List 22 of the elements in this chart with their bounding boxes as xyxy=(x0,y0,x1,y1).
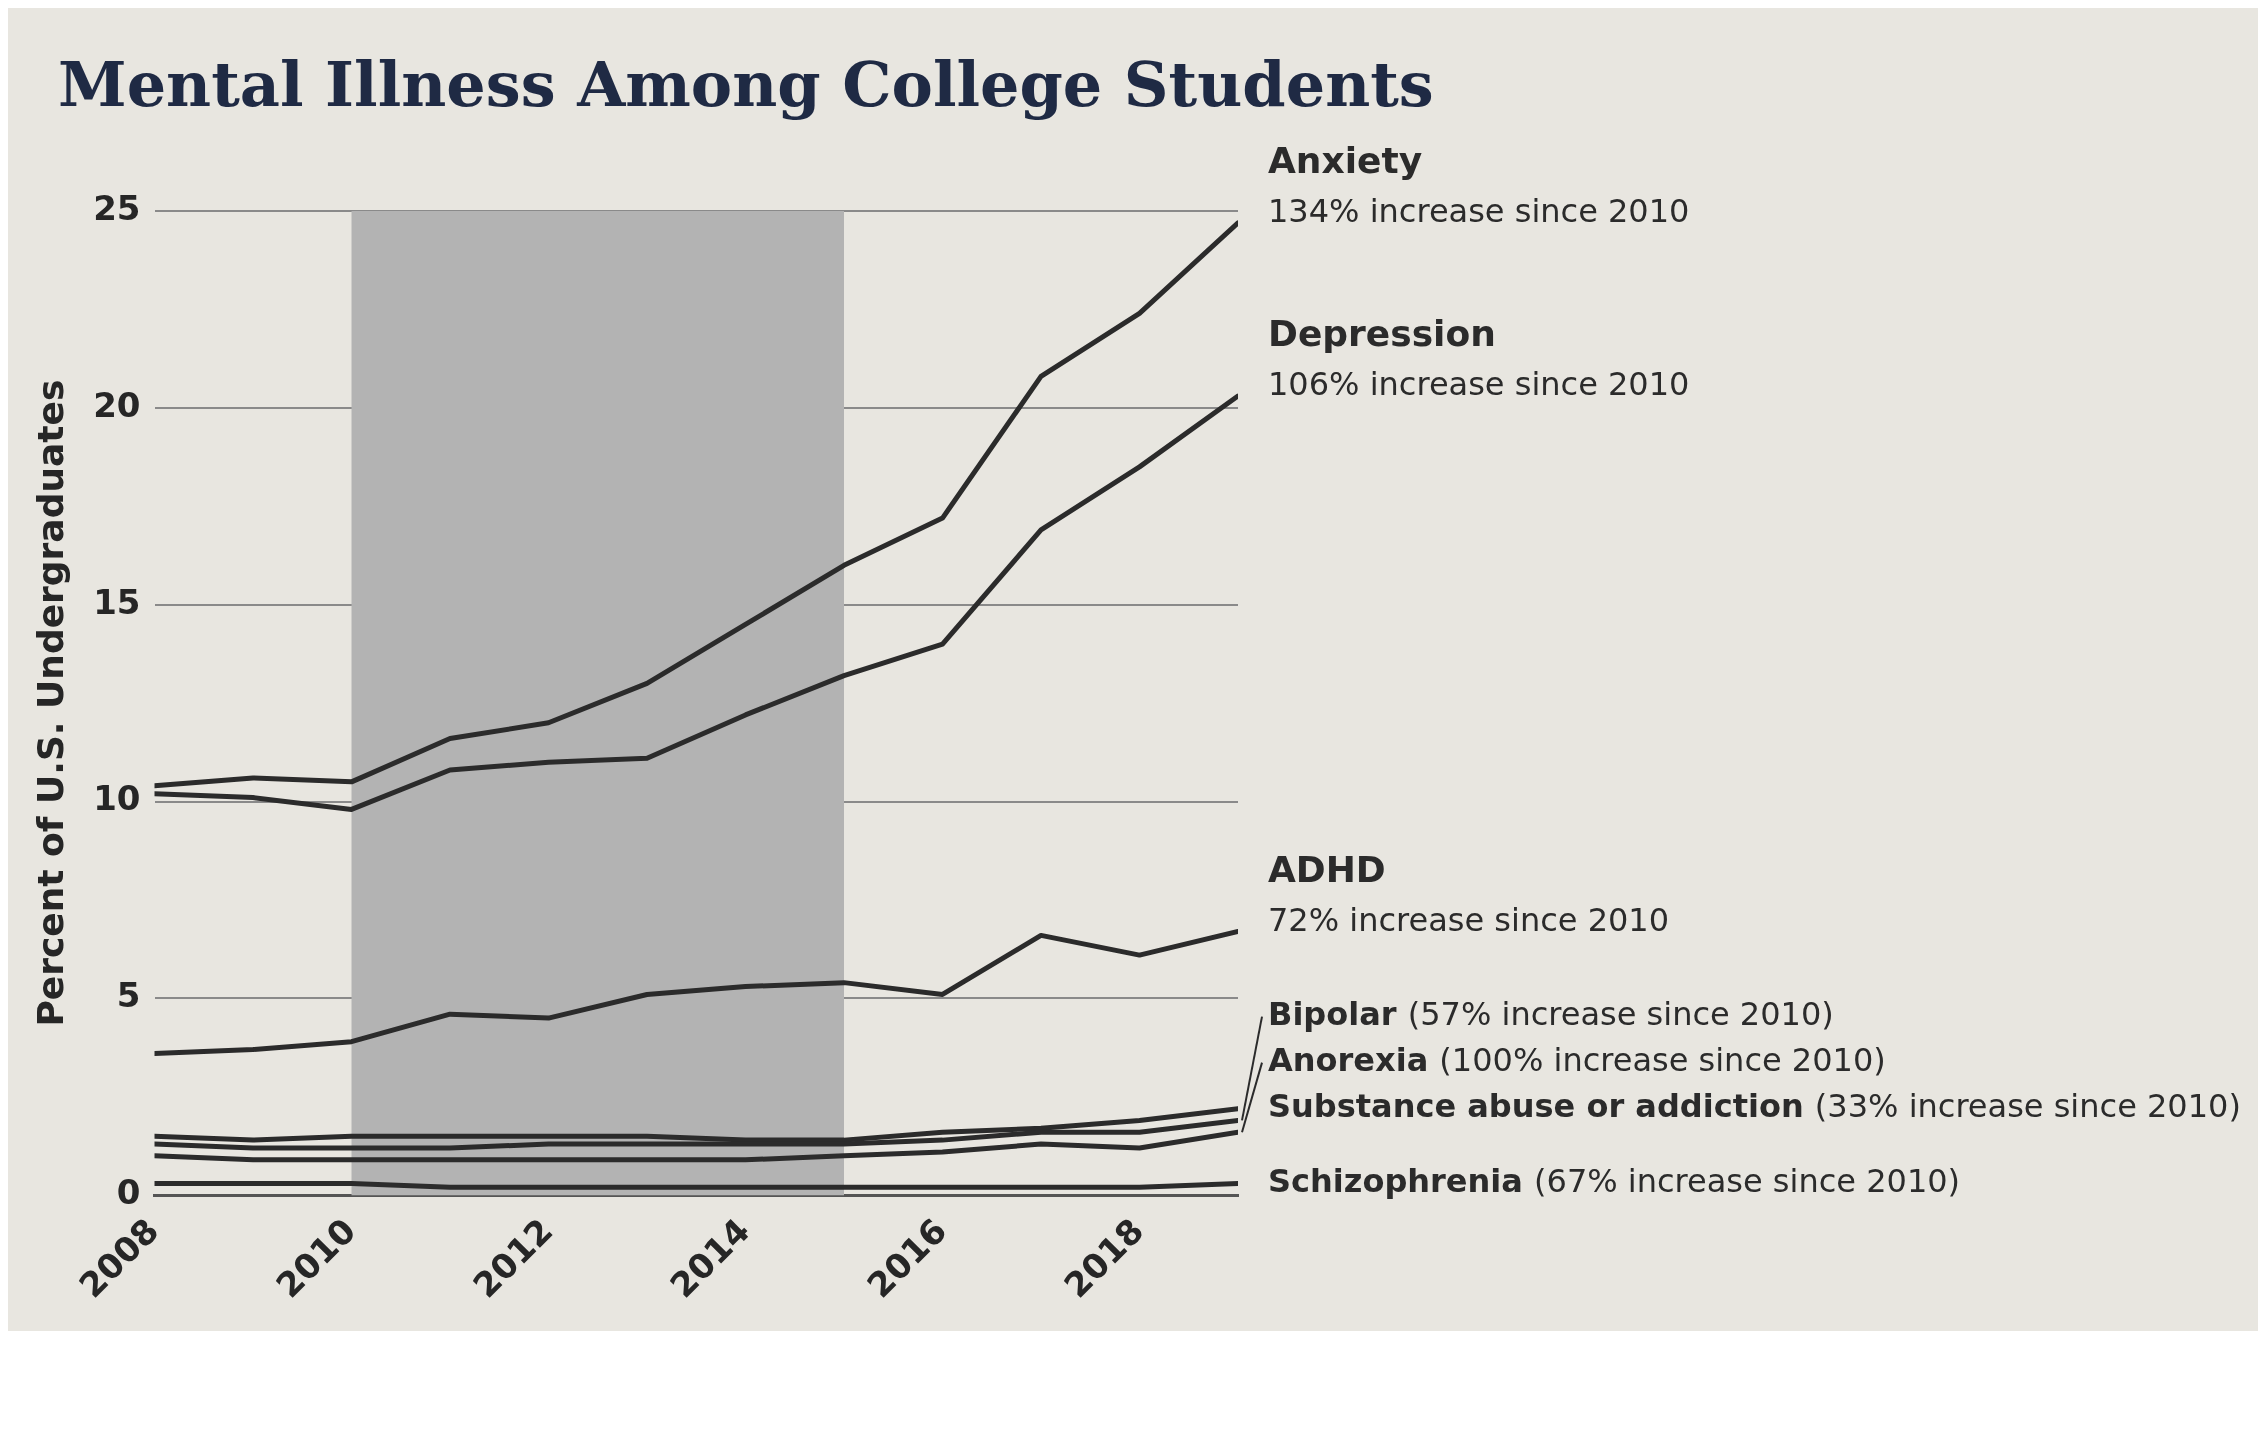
text: 72% increase since 2010 xyxy=(1268,900,1670,939)
series-label: Anorexia xyxy=(1268,1040,1429,1079)
y-tick-label: 15 xyxy=(93,581,141,622)
text: (57% increase since 2010) xyxy=(1407,994,1834,1033)
text: 134% increase since 2010 xyxy=(1268,192,1690,231)
y-axis-title: Percent of U.S. Undergraduates xyxy=(29,379,71,1027)
series-label: ADHD xyxy=(1268,848,1386,890)
y-tick-label: 0 xyxy=(116,1172,141,1213)
series-label: Anxiety xyxy=(1268,140,1423,182)
y-tick-label: 20 xyxy=(93,384,141,425)
series-label: Substance abuse or addiction xyxy=(1268,1086,1804,1125)
text: Bipolar xyxy=(1268,994,1397,1033)
text: (67% increase since 2010) xyxy=(1534,1161,1961,1200)
chart-title: Mental Illness Among College Students xyxy=(58,48,1435,121)
text: (100% increase since 2010) xyxy=(1439,1040,1886,1079)
series-label: Schizophrenia xyxy=(1268,1161,1523,1200)
y-tick-label: 25 xyxy=(93,187,141,228)
y-tick-label: 10 xyxy=(93,778,141,819)
text: (33% increase since 2010) xyxy=(1814,1086,2241,1125)
text: 106% increase since 2010 xyxy=(1268,365,1690,404)
series-label: Depression xyxy=(1268,313,1496,355)
y-tick-label: 5 xyxy=(116,975,141,1016)
